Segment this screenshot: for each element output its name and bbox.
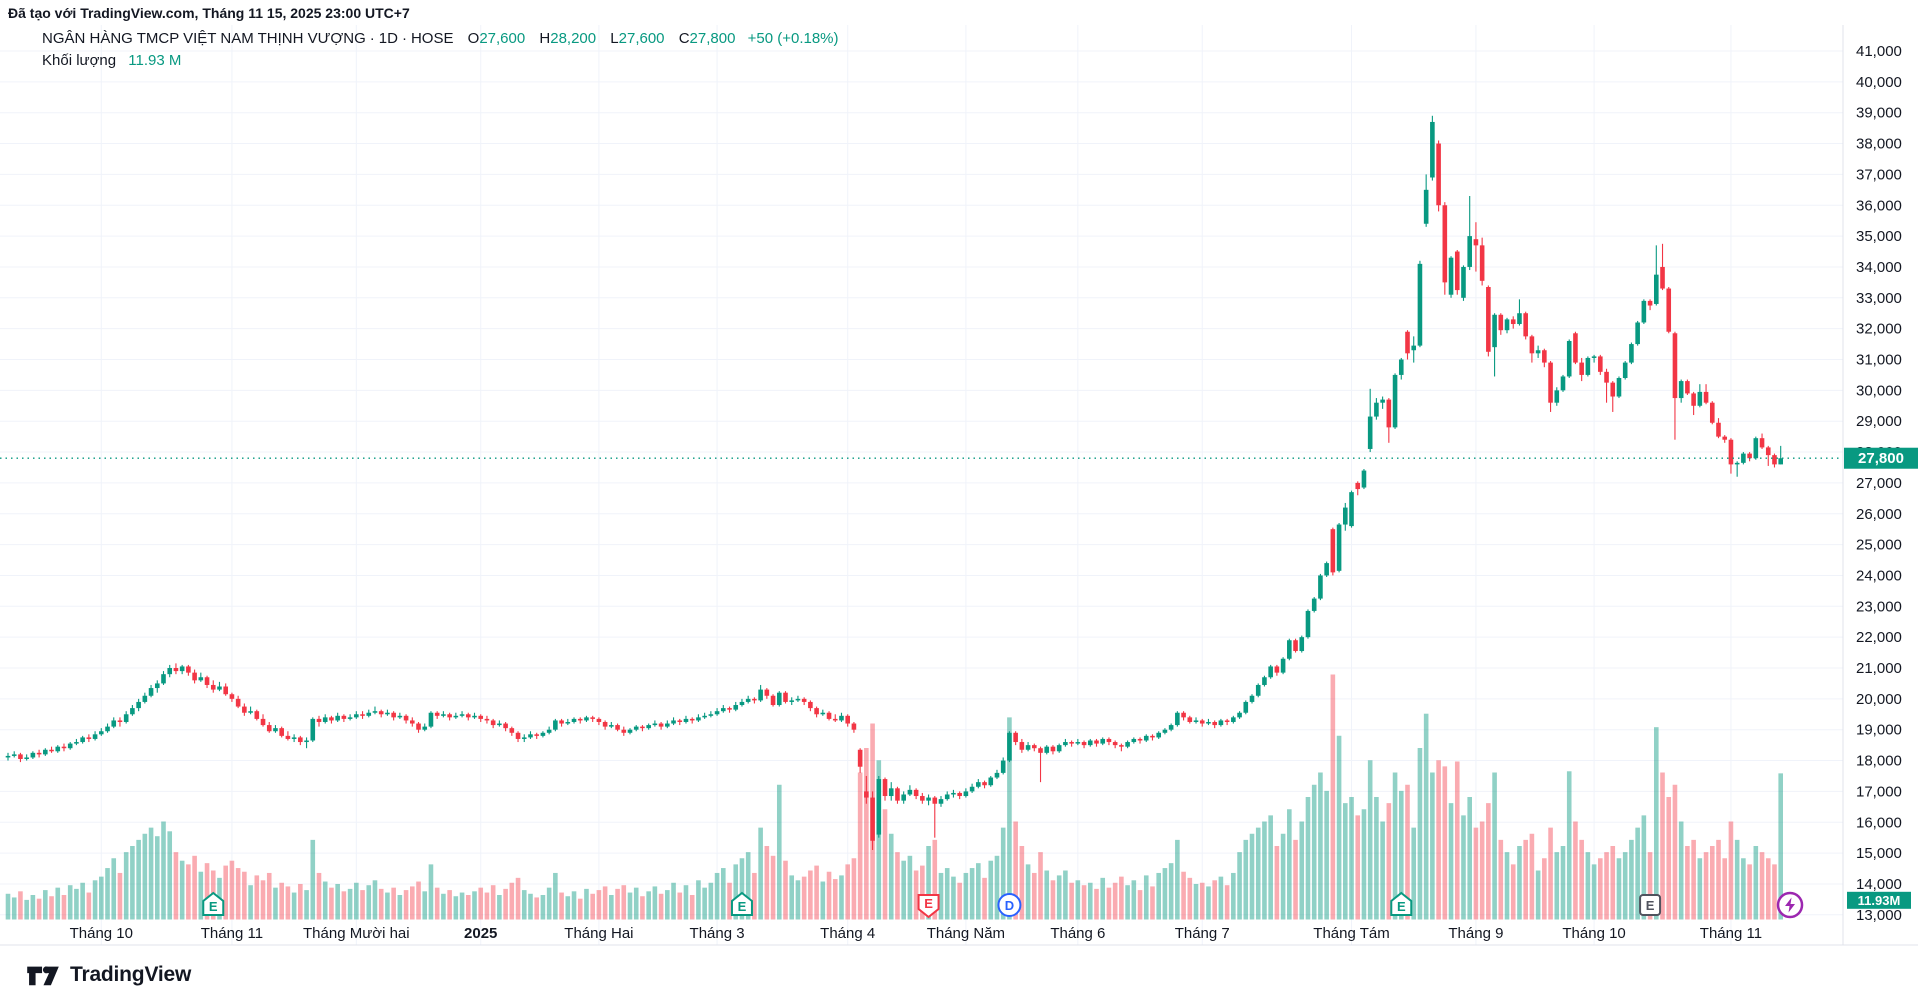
time-axis[interactable]: Tháng 10 Tháng 11 Tháng Mười hai 2025 Tháng …: [70, 925, 1762, 942]
close-value: 27,800: [689, 30, 736, 47]
tradingview-logo-icon: [27, 966, 59, 986]
time-tick-label: Tháng Hai: [564, 925, 633, 942]
high-label: H: [539, 30, 551, 47]
price-tick-label: 18,000: [1856, 753, 1902, 770]
time-tick-label: Tháng 10: [70, 925, 133, 942]
time-tick-label: Tháng Năm: [927, 925, 1005, 942]
price-tick-label: 27,000: [1856, 475, 1902, 492]
dividend-marker-icon[interactable]: D: [997, 893, 1022, 917]
price-tick-label: 40,000: [1856, 74, 1902, 91]
price-tick-label: 20,000: [1856, 691, 1902, 708]
volume-axis-tag: 11.93M: [1847, 891, 1911, 909]
change-value: +50 (+0.18%): [747, 30, 839, 47]
earnings-neutral-marker-icon[interactable]: E: [1639, 894, 1662, 916]
time-tick-label: Tháng 11: [1700, 925, 1762, 942]
legend-row-volume[interactable]: Khối lượng 11.93 M: [42, 50, 839, 71]
interval-value[interactable]: 1D: [378, 30, 398, 47]
time-tick-label: Tháng 3: [690, 925, 745, 942]
symbol-title[interactable]: NGÂN HÀNG TMCP VIỆT NAM THỊNH VƯỢNG: [42, 30, 366, 47]
time-tick-label: Tháng 9: [1448, 925, 1503, 942]
price-tick-label: 25,000: [1856, 537, 1902, 554]
time-tick-label: Tháng 7: [1175, 925, 1230, 942]
high-value: 28,200: [550, 30, 597, 47]
svg-text:E: E: [924, 896, 933, 911]
upcoming-events-icon[interactable]: [1776, 891, 1804, 919]
volume-value: 11.93 M: [128, 52, 182, 69]
price-tick-label: 26,000: [1856, 506, 1902, 523]
price-tick-label: 16,000: [1856, 814, 1902, 831]
attribution-text: Đã tạo với TradingView.com, Tháng 11 15,…: [8, 5, 410, 21]
price-tick-label: 32,000: [1856, 321, 1902, 338]
tradingview-logo-text: TradingView: [70, 963, 192, 986]
price-axis[interactable]: 41,000 40,000 39,000 38,000 37,000 36,000 35,0…: [1856, 43, 1902, 924]
open-value: 27,600: [479, 30, 526, 47]
legend-separator-2: ·: [401, 30, 407, 47]
time-tick-label: Tháng Mười hai: [303, 925, 410, 942]
price-tick-label: 17,000: [1856, 783, 1902, 800]
svg-text:E: E: [738, 899, 747, 914]
close-label: C: [678, 30, 690, 47]
volume-series: [5, 674, 1783, 920]
time-tick-label: Tháng Tám: [1313, 925, 1389, 942]
volume-label: Khối lượng: [42, 52, 117, 69]
price-tick-label: 33,000: [1856, 290, 1902, 307]
price-tick-label: 34,000: [1856, 259, 1902, 276]
legend-separator: ·: [369, 30, 375, 47]
exchange-name: HOSE: [410, 30, 454, 47]
low-label: L: [610, 30, 619, 47]
earnings-down-marker-icon[interactable]: E: [917, 894, 940, 919]
svg-text:E: E: [1397, 899, 1406, 914]
time-tick-label: Tháng 4: [820, 925, 875, 942]
price-tick-label: 14,000: [1856, 876, 1902, 893]
time-tick-label: 2025: [464, 925, 497, 942]
last-price-tag: 27,800: [1844, 447, 1918, 469]
svg-text:11.93M: 11.93M: [1858, 893, 1901, 908]
earnings-up-marker-icon[interactable]: E: [202, 891, 225, 916]
svg-text:D: D: [1005, 898, 1014, 913]
grid-lines: [0, 25, 1843, 945]
time-tick-label: Tháng 10: [1562, 925, 1625, 942]
price-tick-label: 23,000: [1856, 598, 1902, 615]
price-tick-label: 37,000: [1856, 166, 1902, 183]
tradingview-logo[interactable]: TradingView: [26, 962, 191, 988]
candlestick-series: [5, 115, 1783, 851]
price-tick-label: 24,000: [1856, 567, 1902, 584]
price-tick-label: 19,000: [1856, 722, 1902, 739]
price-tick-label: 39,000: [1856, 105, 1902, 122]
low-value: 27,600: [618, 30, 665, 47]
time-tick-label: Tháng 11: [201, 925, 263, 942]
legend-row-symbol[interactable]: NGÂN HÀNG TMCP VIỆT NAM THỊNH VƯỢNG · 1D · H…: [42, 28, 839, 49]
open-label: O: [467, 30, 480, 47]
symbol-legend[interactable]: NGÂN HÀNG TMCP VIỆT NAM THỊNH VƯỢNG · 1D · H…: [42, 28, 839, 71]
svg-text:E: E: [209, 899, 218, 914]
price-tick-label: 31,000: [1856, 352, 1902, 369]
earnings-up-marker-icon[interactable]: E: [1390, 891, 1413, 916]
price-tick-label: 36,000: [1856, 197, 1902, 214]
price-tick-label: 35,000: [1856, 228, 1902, 245]
price-tick-label: 38,000: [1856, 136, 1902, 153]
price-tick-label: 22,000: [1856, 629, 1902, 646]
price-tick-label: 15,000: [1856, 845, 1902, 862]
price-tick-label: 41,000: [1856, 43, 1902, 60]
price-tick-label: 30,000: [1856, 382, 1902, 399]
svg-text:27,800: 27,800: [1858, 450, 1904, 467]
price-tick-label: 21,000: [1856, 660, 1902, 677]
earnings-up-marker-icon[interactable]: E: [730, 891, 753, 916]
price-tick-label: 13,000: [1856, 907, 1902, 924]
price-tick-label: 29,000: [1856, 413, 1902, 430]
time-tick-label: Tháng 6: [1050, 925, 1105, 942]
svg-text:E: E: [1646, 898, 1655, 913]
